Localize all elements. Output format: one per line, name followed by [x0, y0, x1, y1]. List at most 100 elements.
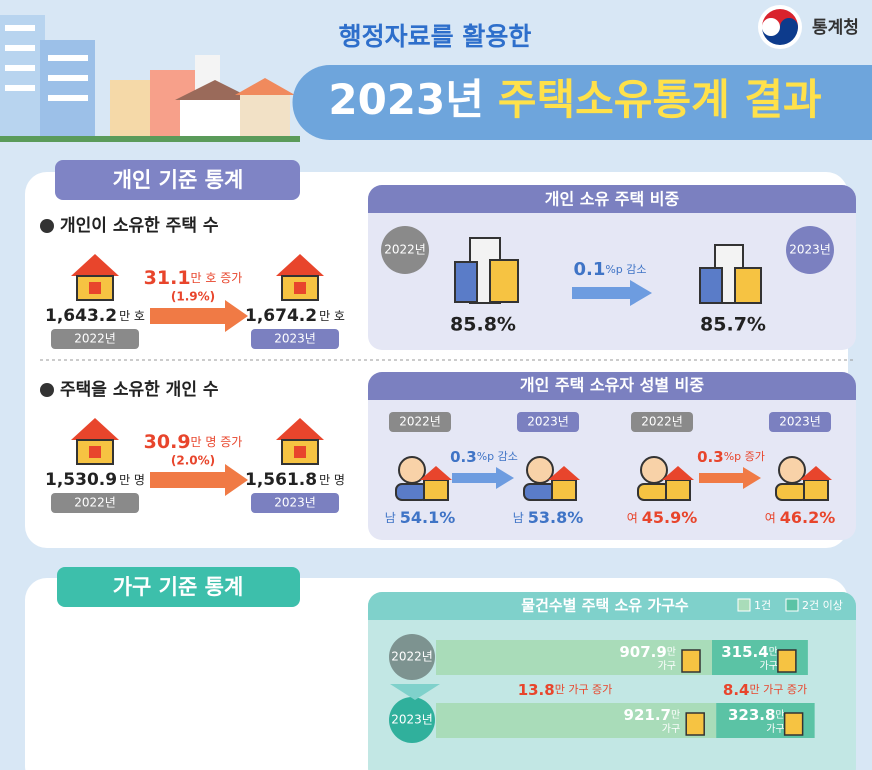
year-bubble	[381, 226, 429, 274]
panel-header	[368, 372, 856, 400]
legend-swatch	[737, 598, 751, 612]
year: 2022년	[74, 496, 116, 510]
gender-share: 남 53.8%	[513, 508, 584, 527]
value: 1,561.8	[245, 470, 317, 490]
year-bubble	[786, 226, 834, 274]
section-tab	[55, 160, 300, 200]
house-icon	[420, 466, 452, 480]
arrow	[150, 300, 248, 332]
gender-share: 여 45.9%	[627, 508, 698, 527]
stat-label: 주택을 소유한 개인 수	[60, 380, 219, 400]
bar	[436, 640, 713, 675]
agency: 통계청	[812, 17, 859, 38]
panel-header	[368, 185, 856, 213]
bar-unit: 가구	[759, 660, 777, 672]
building-icon	[783, 712, 804, 736]
change-unit: %p 감소	[605, 263, 646, 276]
change: 0.3%p 증가	[697, 448, 765, 466]
house-icon	[662, 466, 694, 480]
section-title: 가구 기준 통계	[113, 575, 244, 599]
arrow	[699, 467, 761, 489]
title-main: 주택소유통계 결과	[498, 75, 822, 124]
house-icon	[423, 479, 449, 501]
unit: 만	[667, 646, 676, 658]
unit: 만 명	[319, 473, 345, 487]
stat-value: 1,674.2 만 호	[245, 306, 345, 326]
bar-unit: 가구	[766, 723, 784, 735]
change-value: 0.3	[450, 448, 477, 466]
title-year: 2023년	[328, 75, 484, 124]
value: 1,530.9	[45, 470, 117, 490]
change-unit: 만 호 증가	[191, 271, 243, 285]
bar-value: 323.8만	[728, 706, 785, 724]
building-icon	[685, 712, 705, 736]
legend-swatch	[785, 598, 799, 612]
year-bubble	[389, 697, 435, 743]
count-chart: 1건 2건 이상907.9만가구315.4만가구2022년921.7만가구323.…	[389, 598, 843, 743]
panel-title: 물건수별 주택 소유 가구수	[521, 597, 689, 615]
stat-value: 1,561.8 만 명	[245, 470, 345, 490]
bullet	[40, 383, 54, 397]
year-pill	[517, 412, 579, 432]
change-value: 13.8	[518, 681, 555, 699]
logo	[758, 5, 802, 49]
section-title: 개인 기준 통계	[113, 168, 244, 192]
year-pill	[769, 412, 831, 432]
building-icon	[699, 244, 762, 304]
change-unit: %p 감소	[477, 450, 518, 463]
change: 8.4만 가구 증가	[723, 681, 807, 699]
value: 907.9	[619, 643, 666, 661]
change: 31.1만 호 증가	[144, 267, 243, 289]
year: 2022년	[391, 650, 433, 664]
icon	[76, 275, 114, 301]
sex: 여	[765, 511, 776, 525]
sex: 여	[627, 511, 638, 525]
change: 30.9만 명 증가	[144, 431, 243, 453]
stat-value: 1,643.2 만 호	[45, 306, 145, 326]
year: 2022년	[399, 415, 441, 429]
change: 0.3%p 감소	[450, 448, 518, 466]
year: 2023년	[391, 713, 433, 727]
gender-share: 여 46.2%	[765, 508, 836, 527]
change-unit: %p 증가	[724, 450, 765, 463]
house-icon	[665, 479, 691, 501]
change: 13.8만 가구 증가	[518, 681, 613, 699]
year-pill	[251, 329, 339, 349]
house-icon	[803, 479, 829, 501]
house-icon	[800, 466, 832, 480]
gender-share: 남 54.1%	[385, 508, 456, 527]
unit: 만	[775, 709, 784, 721]
sex: 남	[385, 511, 396, 525]
year: 2023년	[789, 243, 831, 257]
icon	[294, 282, 306, 294]
share: 46.2%	[780, 508, 836, 527]
value: 315.4	[721, 643, 768, 661]
stat-label: 개인이 소유한 주택 수	[60, 216, 219, 236]
stat-block: 주택을 소유한 개인 수 1,530.9 만 명 1,561.8 만 명 2022년 202…	[40, 380, 345, 513]
panel-title: 개인 소유 주택 비중	[545, 190, 680, 209]
year-pill	[389, 412, 451, 432]
arrow	[572, 280, 652, 306]
bar-value: 921.7만	[624, 706, 681, 724]
share-value: 85.7%	[700, 314, 766, 336]
building-icon	[777, 649, 797, 673]
change: 0.1%p 감소	[573, 259, 646, 280]
year: 2023년	[274, 496, 316, 510]
icon	[276, 418, 324, 440]
house-icon	[548, 466, 580, 480]
unit: 만 호	[319, 309, 345, 323]
change-unit: 만 가구 증가	[749, 683, 807, 696]
bar-unit: 가구	[658, 660, 676, 672]
arrow	[452, 467, 514, 489]
share-panel	[368, 185, 856, 350]
change-value: 0.1	[573, 259, 605, 280]
year-bubble	[389, 634, 435, 680]
bar-unit: 가구	[662, 723, 680, 735]
change-value: 30.9	[144, 431, 191, 453]
change-value: 8.4	[723, 681, 750, 699]
year: 2023년	[779, 415, 821, 429]
